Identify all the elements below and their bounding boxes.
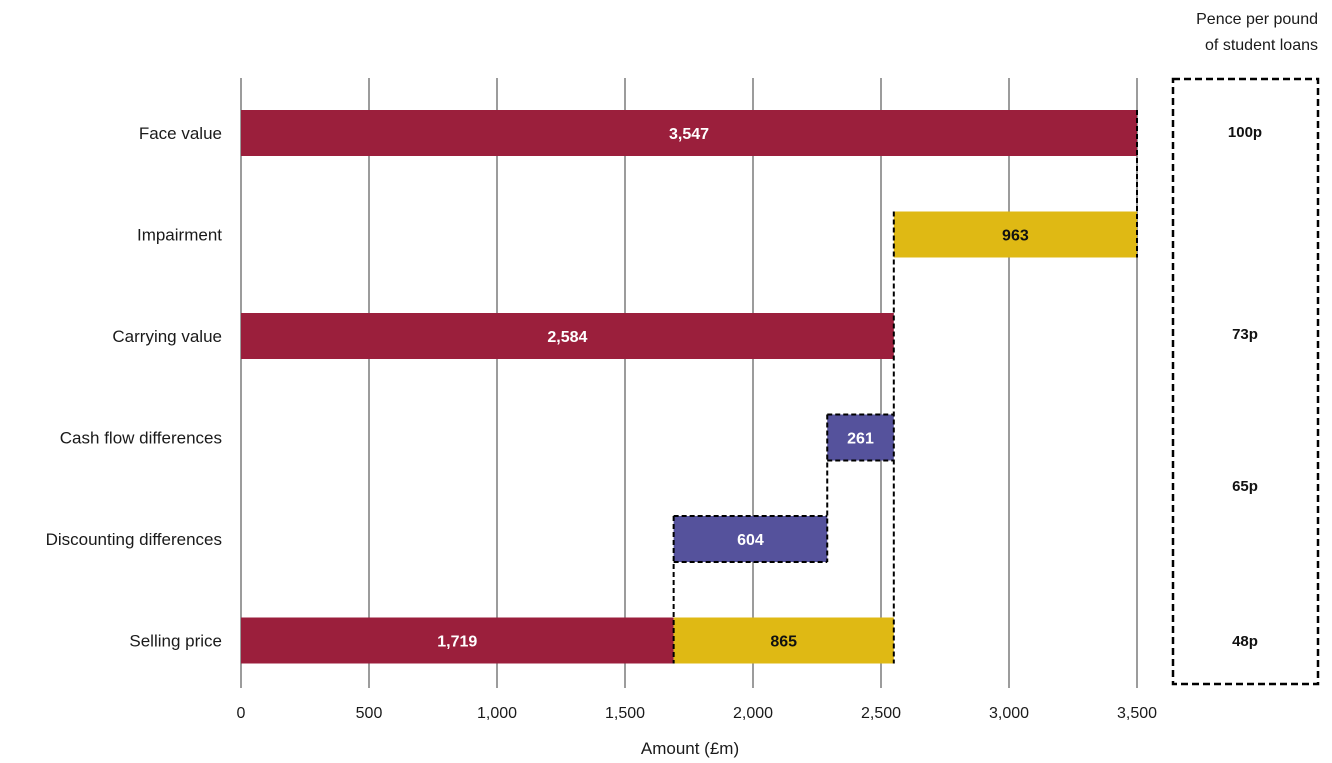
pence-panel-header: of student loans	[1205, 37, 1318, 54]
pence-value: 100p	[1228, 124, 1262, 141]
x-axis-label: Amount (£m)	[641, 739, 739, 758]
pence-value: 65p	[1232, 478, 1258, 495]
pence-value: 48p	[1232, 633, 1258, 650]
x-tick-label: 500	[356, 705, 383, 722]
bar-value-label: 1,719	[437, 634, 477, 651]
x-tick-label: 1,500	[605, 705, 645, 722]
bar-value-label: 604	[737, 532, 764, 549]
bar-segment	[241, 110, 1137, 156]
x-tick-label: 3,500	[1117, 705, 1157, 722]
bar-value-label: 963	[1002, 228, 1029, 245]
pence-panel-header: Pence per pound	[1196, 11, 1318, 28]
x-tick-label: 3,000	[989, 705, 1029, 722]
pence-panel-box	[1171, 77, 1320, 686]
x-tick-label: 2,000	[733, 705, 773, 722]
x-tick-label: 1,000	[477, 705, 517, 722]
bar-segment	[241, 617, 674, 664]
bar-segment	[673, 516, 828, 562]
bar-segment	[827, 414, 894, 461]
bar-segment	[241, 313, 894, 359]
bar-value-label: 3,547	[669, 126, 709, 143]
x-tick-label: 0	[237, 705, 246, 722]
bar-value-label: 261	[847, 431, 874, 448]
x-tick-label: 2,500	[861, 705, 901, 722]
bar-value-label: 865	[770, 634, 797, 651]
bar-segment	[673, 617, 894, 664]
bar-value-label: 2,584	[547, 329, 587, 346]
category-label: Selling price	[129, 632, 222, 651]
pence-value: 73p	[1232, 326, 1258, 343]
category-label: Impairment	[137, 226, 222, 245]
category-label: Face value	[139, 124, 222, 143]
category-label: Carrying value	[112, 327, 222, 346]
category-label: Discounting differences	[46, 530, 222, 549]
bar-segment	[893, 211, 1137, 258]
category-label: Cash flow differences	[60, 429, 222, 448]
